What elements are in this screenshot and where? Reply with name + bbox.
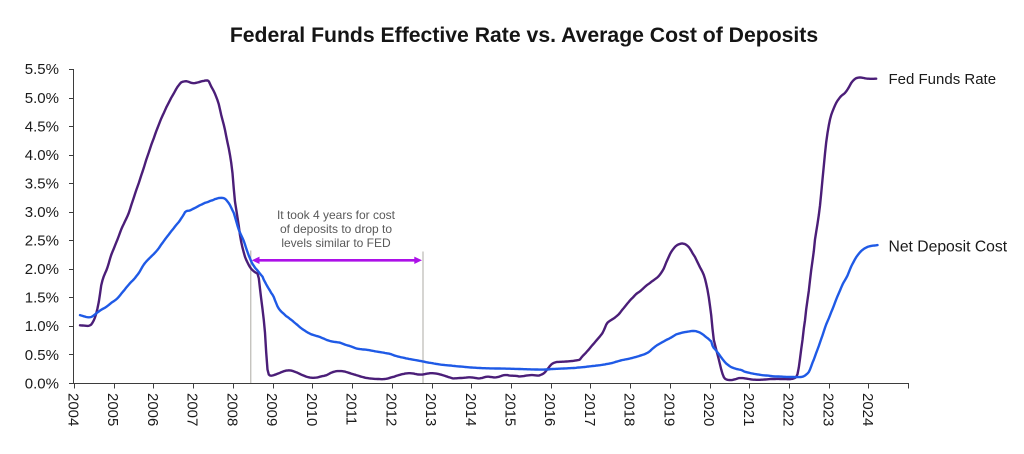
- svg-text:2014: 2014: [462, 393, 479, 426]
- svg-text:3.5%: 3.5%: [25, 176, 59, 193]
- svg-text:2017: 2017: [581, 393, 598, 426]
- svg-text:2010: 2010: [303, 393, 320, 426]
- svg-text:2018: 2018: [621, 393, 638, 426]
- svg-text:2011: 2011: [343, 393, 360, 425]
- svg-text:levels similar to FED: levels similar to FED: [281, 236, 391, 250]
- svg-text:Net Deposit Cost: Net Deposit Cost: [889, 239, 1008, 256]
- svg-text:2013: 2013: [422, 393, 439, 426]
- svg-text:1.0%: 1.0%: [25, 318, 59, 335]
- svg-text:2006: 2006: [144, 393, 161, 426]
- svg-text:2021: 2021: [740, 393, 757, 426]
- svg-text:4.0%: 4.0%: [25, 147, 59, 164]
- svg-text:5.0%: 5.0%: [25, 90, 59, 107]
- svg-text:2019: 2019: [660, 393, 677, 426]
- svg-text:2009: 2009: [263, 393, 280, 426]
- svg-text:2022: 2022: [780, 393, 797, 426]
- svg-text:0.0%: 0.0%: [25, 375, 59, 392]
- svg-text:2016: 2016: [541, 393, 558, 426]
- svg-text:0.5%: 0.5%: [25, 347, 59, 364]
- svg-text:Fed Funds Rate: Fed Funds Rate: [889, 71, 997, 88]
- svg-text:2008: 2008: [223, 393, 240, 426]
- svg-text:1.5%: 1.5%: [25, 290, 59, 307]
- svg-text:It took 4 years for cost: It took 4 years for cost: [277, 208, 396, 222]
- svg-text:3.0%: 3.0%: [25, 204, 59, 221]
- svg-text:4.5%: 4.5%: [25, 118, 59, 135]
- svg-text:2015: 2015: [502, 393, 519, 426]
- svg-text:2020: 2020: [700, 393, 717, 426]
- svg-text:2005: 2005: [104, 393, 121, 426]
- svg-text:5.5%: 5.5%: [25, 61, 59, 78]
- svg-text:2.5%: 2.5%: [25, 233, 59, 250]
- svg-text:2.0%: 2.0%: [25, 261, 59, 278]
- svg-text:2004: 2004: [65, 393, 82, 426]
- svg-text:2012: 2012: [382, 393, 399, 426]
- svg-text:of deposits to drop to: of deposits to drop to: [280, 222, 392, 236]
- svg-text:2024: 2024: [859, 393, 876, 426]
- svg-text:Federal Funds Effective Rate v: Federal Funds Effective Rate vs. Average…: [230, 24, 818, 47]
- svg-text:2023: 2023: [819, 393, 836, 426]
- svg-text:2007: 2007: [184, 393, 201, 426]
